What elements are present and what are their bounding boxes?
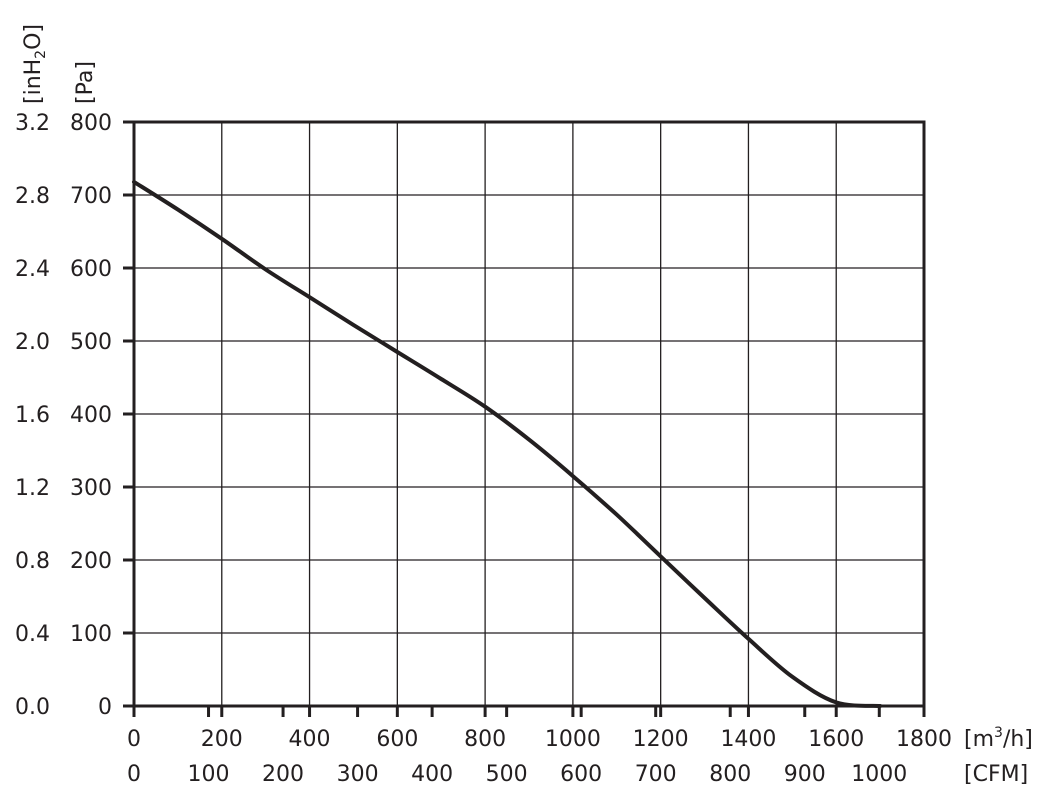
x-axis-unit-cfm: [CFM] (964, 762, 1028, 787)
axis-tick-marks (123, 120, 926, 717)
x-axis-unit-m3h: [m3/h] (964, 725, 1033, 752)
y-tick-label-inh2o: 1.2 (15, 476, 50, 501)
y-tick-label-pa: 600 (70, 257, 112, 282)
grid-lines (134, 122, 924, 706)
y-axis-unit-pa: [Pa] (73, 61, 98, 104)
y-tick-label-inh2o: 0.8 (15, 549, 50, 574)
axis-tick-labels: 0 200 400 600 800 1000 1200 1400 1600 180000.0100… (15, 111, 952, 787)
x-tick-label-m3h: 200 (201, 727, 243, 752)
x-tick-label-cfm: 400 (411, 762, 453, 787)
x-tick-label-m3h: 400 (289, 727, 331, 752)
y-tick-label-pa: 0 (98, 695, 112, 720)
y-tick-label-pa: 300 (70, 476, 112, 501)
y-tick-label-inh2o: 3.2 (15, 111, 50, 136)
y-tick-label-inh2o: 1.6 (15, 403, 50, 428)
x-tick-label-m3h: 1600 (808, 727, 864, 752)
y-tick-label-pa: 500 (70, 330, 112, 355)
x-tick-label-cfm: 900 (784, 762, 826, 787)
x-tick-label-cfm: 0 (127, 762, 141, 787)
y-axis-unit-inh2o: [inH2O] (21, 24, 49, 104)
x-tick-label-m3h: 1400 (720, 727, 776, 752)
y-tick-label-inh2o: 2.0 (15, 330, 50, 355)
y-tick-label-pa: 100 (70, 622, 112, 647)
x-tick-label-m3h: 600 (376, 727, 418, 752)
x-tick-label-cfm: 200 (262, 762, 304, 787)
y-tick-label-inh2o: 0.0 (15, 695, 50, 720)
y-tick-label-pa: 700 (70, 184, 112, 209)
x-tick-label-cfm: 300 (337, 762, 379, 787)
x-tick-label-cfm: 500 (486, 762, 528, 787)
x-tick-label-cfm: 600 (560, 762, 602, 787)
x-tick-label-m3h: 1000 (545, 727, 601, 752)
y-tick-label-inh2o: 2.8 (15, 184, 50, 209)
x-tick-label-m3h: 1200 (633, 727, 689, 752)
y-tick-label-inh2o: 2.4 (15, 257, 50, 282)
pressure-flow-curve (132, 179, 883, 708)
y-tick-label-inh2o: 0.4 (15, 622, 50, 647)
y-tick-label-pa: 800 (70, 111, 112, 136)
x-tick-label-cfm: 800 (709, 762, 751, 787)
x-tick-label-cfm: 700 (635, 762, 677, 787)
x-tick-label-m3h: 0 (127, 727, 141, 752)
x-tick-label-cfm: 100 (188, 762, 230, 787)
x-tick-label-m3h: 1800 (896, 727, 952, 752)
x-tick-label-cfm: 1000 (851, 762, 907, 787)
y-tick-label-pa: 400 (70, 403, 112, 428)
x-tick-label-m3h: 800 (464, 727, 506, 752)
y-tick-label-pa: 200 (70, 549, 112, 574)
